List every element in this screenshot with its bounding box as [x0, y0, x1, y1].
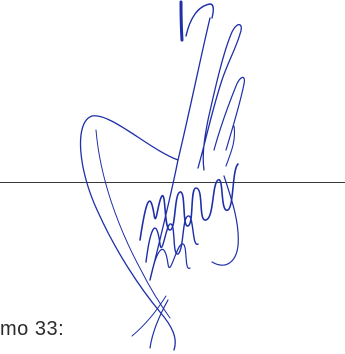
- truncated-text-fragment: mo 33:: [0, 318, 65, 340]
- signature-line: [0, 182, 345, 183]
